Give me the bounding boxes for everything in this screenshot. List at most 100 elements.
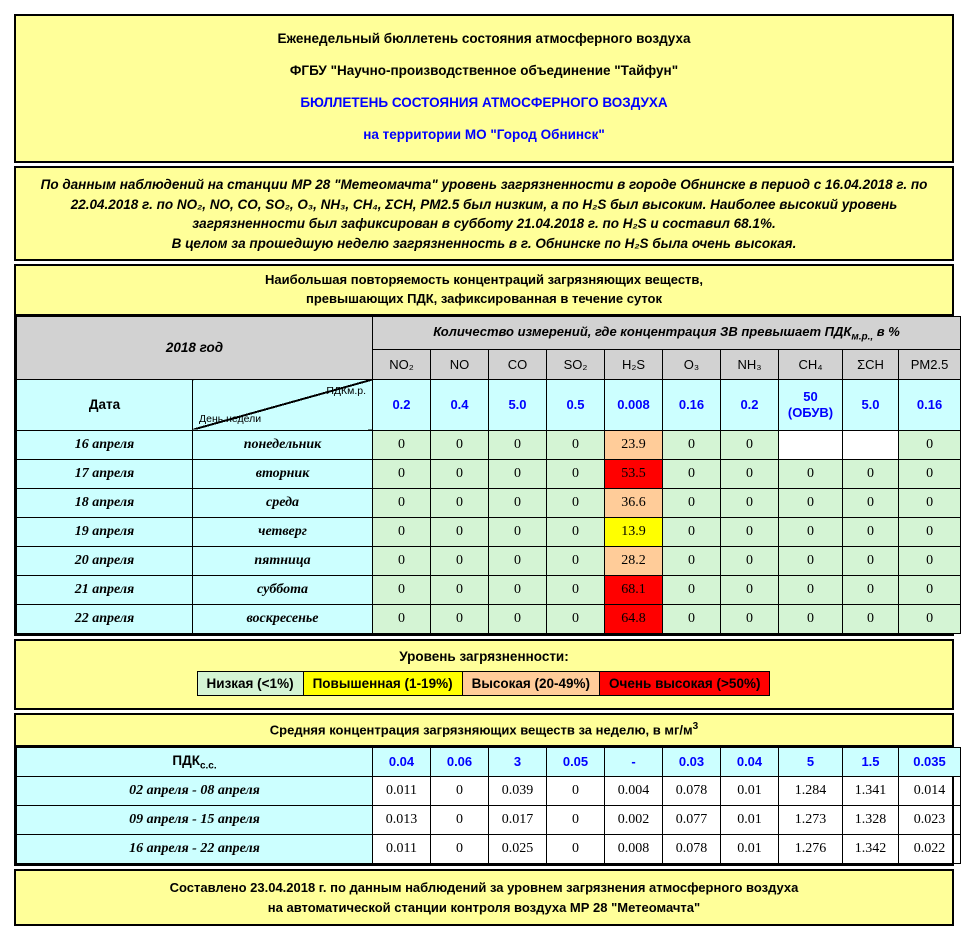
frequency-value-cell: 0 <box>546 603 605 634</box>
average-table-row: 16 апреля - 22 апреля 0.011 0 0.025 0 0.008 0.… <box>16 834 961 865</box>
frequency-value-cell: 0 <box>372 516 431 547</box>
measure-header-subscript: м.р., <box>851 331 874 343</box>
gas-header-row: NO₂ NO CO SO₂ H₂S O₃ NH₃ CH₄ ΣCH PM2.5 <box>17 348 962 380</box>
legend-title: Уровень загрязненности: <box>399 648 569 664</box>
day-cell: четверг <box>192 516 373 547</box>
legend-item: Очень высокая (>50%) <box>599 670 771 696</box>
pdk-ss-value-cell: 5 <box>778 747 843 778</box>
pollution-frequency-section: Наибольшая повторяемость концентраций за… <box>14 264 962 636</box>
frequency-value-cell: 0 <box>720 574 779 605</box>
pdk-value-cell: 0.16 <box>662 378 721 431</box>
pdk-ss-value-cell: 0.03 <box>662 747 721 778</box>
date-cell: 16 апреля <box>16 429 193 460</box>
measure-header-cell: Количество измерений, где концентрация З… <box>371 315 962 350</box>
average-value-cell: 0 <box>430 776 489 807</box>
frequency-value-cell: 23.9 <box>604 429 663 460</box>
frequency-value-cell: 0 <box>662 603 721 634</box>
pdk-ss-value-cell: 0.035 <box>898 747 961 778</box>
bulletin-subtitle: на территории МО "Город Обнинск" <box>363 127 605 142</box>
frequency-value-cell: 0 <box>720 429 779 460</box>
average-value-cell: 0.014 <box>898 776 961 807</box>
date-cell: 22 апреля <box>16 603 193 634</box>
legend-box: Уровень загрязненности: Низкая (<1%) Повы… <box>14 638 954 710</box>
frequency-table-row: 19 апреля четверг 0 0 0 0 13.9 0 0 0 0 0 <box>16 516 962 547</box>
average-table-row: 09 апреля - 15 апреля 0.013 0 0.017 0 0.002 0.… <box>16 805 961 836</box>
gas-header-cell: SO₂ <box>546 348 605 380</box>
average-value-cell: 1.273 <box>778 805 843 836</box>
frequency-value-cell: 0 <box>372 603 431 634</box>
pdk-value-cell: 50 (ОБУВ) <box>778 378 843 431</box>
gas-header-cell: PM2.5 <box>897 348 962 380</box>
frequency-table-row: 21 апреля суббота 0 0 0 0 68.1 0 0 0 0 0 <box>16 574 962 605</box>
pdk-ss-row: ПДКс.с. 0.04 0.06 3 0.05-0.03 0.04 5 1.5 0.035 <box>16 747 961 778</box>
average-value-cell: 0 <box>546 805 605 836</box>
pdk-ss-label-cell: ПДКс.с. <box>16 747 373 778</box>
frequency-value-cell: 0 <box>430 574 489 605</box>
average-value-cell: 1.328 <box>842 805 899 836</box>
frequency-value-cell: 0 <box>778 487 843 518</box>
pdk-ss-value-cell: 0.06 <box>430 747 489 778</box>
frequency-table-row: 17 апреля вторник 0 0 0 0 53.5 0 0 0 0 0 <box>16 458 962 489</box>
pdk-ss-value-cell: 0.04 <box>720 747 779 778</box>
frequency-value-cell: 0 <box>546 429 605 460</box>
frequency-value-cell: 0 <box>546 458 605 489</box>
frequency-table-row: 20 апреля пятница 0 0 0 0 28.2 0 0 0 0 0 <box>16 545 962 576</box>
table-header-row-1: 2018 год Количество измерений, где конце… <box>16 315 962 380</box>
gas-header-cell: CO <box>488 348 547 380</box>
frequency-value-cell: 0 <box>546 487 605 518</box>
summary-conclusion: В целом за прошедшую неделю загрязненнос… <box>171 235 797 251</box>
frequency-value-cell: 0 <box>897 516 962 547</box>
pdk-ss-value-cell: - <box>604 747 663 778</box>
frequency-value-cell: 0 <box>720 487 779 518</box>
gas-header-cell: NO <box>430 348 489 380</box>
average-value-cell: 0 <box>546 776 605 807</box>
frequency-value-cell: 0 <box>488 545 547 576</box>
frequency-value-cell: 0 <box>897 487 962 518</box>
frequency-value-cell: 0 <box>842 487 899 518</box>
pdk-mr-row: Дата ПДКм.р. День недели 0.2 0.4 5.0 0.5 0.0… <box>16 378 962 431</box>
pdk-ss-value-cell: 3 <box>488 747 547 778</box>
frequency-value-cell: 28.2 <box>604 545 663 576</box>
pdk-value-cell: 0.008 <box>604 378 663 431</box>
gas-header-cell: ΣCH <box>842 348 899 380</box>
average-value-cell: 0.013 <box>372 805 431 836</box>
average-value-cell: 0.01 <box>720 805 779 836</box>
frequency-value-cell <box>842 429 899 460</box>
day-cell: пятница <box>192 545 373 576</box>
frequency-value-cell: 0 <box>778 545 843 576</box>
frequency-value-cell: 0 <box>720 516 779 547</box>
average-table-title-superscript: 3 <box>692 720 699 732</box>
frequency-value-cell: 64.8 <box>604 603 663 634</box>
gas-header-cell: H₂S <box>604 348 663 380</box>
legend-item: Высокая (20-49%) <box>461 670 601 696</box>
average-value-cell: 0.008 <box>604 834 663 865</box>
average-value-cell: 0.01 <box>720 776 779 807</box>
pdk-value-cell: 0.4 <box>430 378 489 431</box>
footer-box: Составлено 23.04.2018 г. по данным наблю… <box>14 869 954 926</box>
measure-header-text: Количество измерений, где концентрация З… <box>433 323 852 339</box>
frequency-value-cell: 0 <box>842 603 899 634</box>
frequency-value-cell: 0 <box>372 458 431 489</box>
day-cell: суббота <box>192 574 373 605</box>
average-value-cell: 0.017 <box>488 805 547 836</box>
average-value-cell: 0 <box>430 805 489 836</box>
frequency-value-cell: 0 <box>488 429 547 460</box>
average-value-cell: 0.077 <box>662 805 721 836</box>
pdk-ss-label: ПДК <box>172 752 200 768</box>
frequency-value-cell: 0 <box>720 545 779 576</box>
diagonal-pdk-label: ПДКм.р. <box>326 384 366 397</box>
frequency-value-cell: 0 <box>372 574 431 605</box>
frequency-value-cell: 0 <box>430 516 489 547</box>
frequency-value-cell: 0 <box>842 516 899 547</box>
legend-item: Повышенная (1-19%) <box>302 670 463 696</box>
summary-text: По данным наблюдений на станции МР 28 "М… <box>40 177 928 232</box>
pdk-value-cell: 5.0 <box>842 378 899 431</box>
frequency-value-cell: 0 <box>662 458 721 489</box>
average-table-title-text: Средняя концентрация загрязняющих вещест… <box>269 722 693 738</box>
gas-header-cell: O₃ <box>662 348 721 380</box>
pdk-ss-value-cell: 0.04 <box>372 747 431 778</box>
pdk-value-cell: 0.2 <box>720 378 779 431</box>
average-value-cell: 0.01 <box>720 834 779 865</box>
footer-line2: на автоматической станции контроля возду… <box>267 899 701 915</box>
